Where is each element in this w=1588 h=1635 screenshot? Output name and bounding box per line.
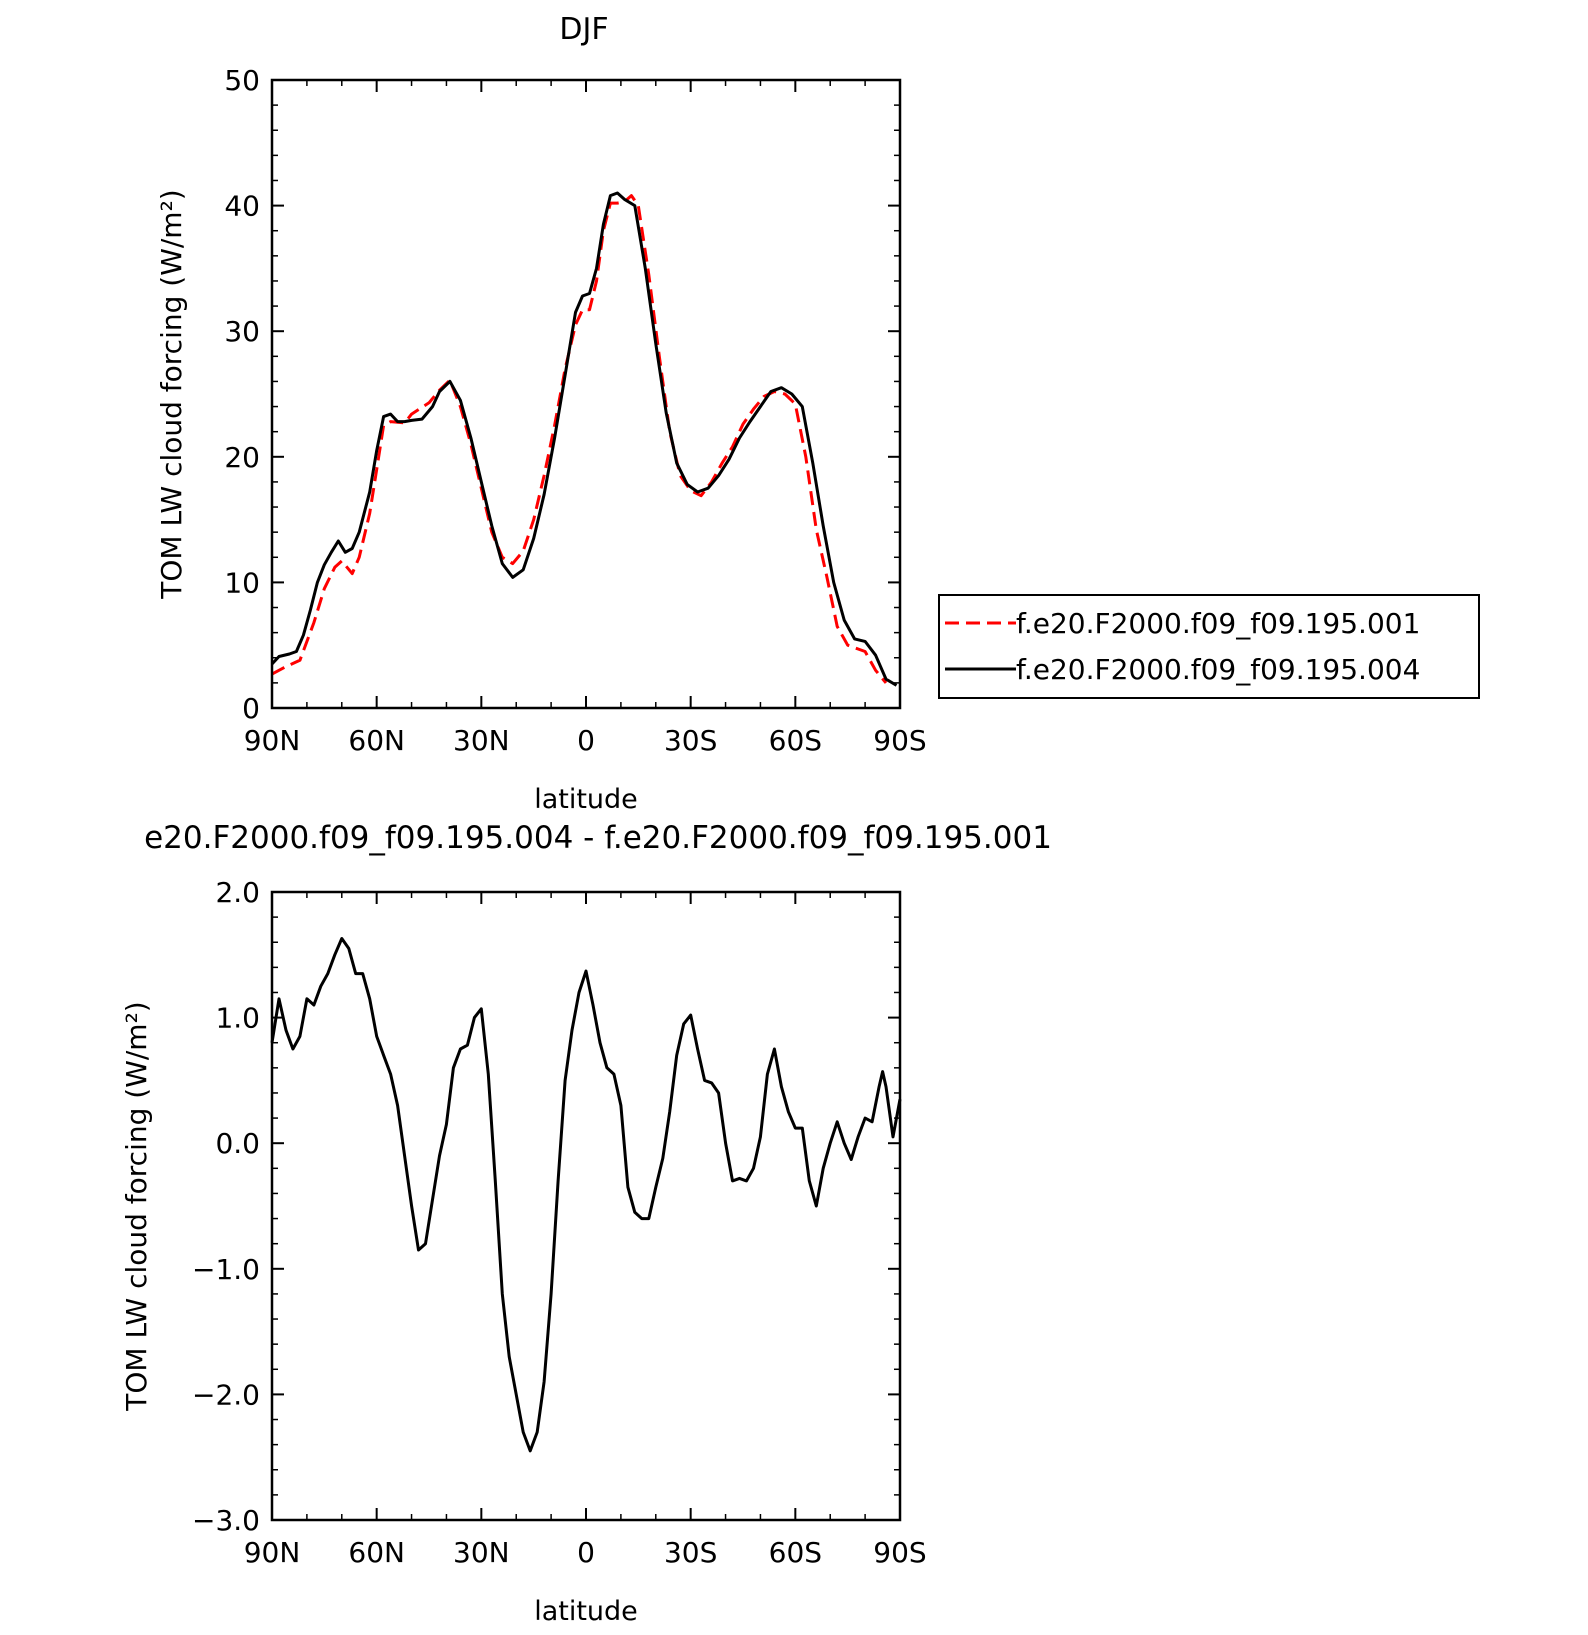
x-tick-label: 30S [664, 724, 717, 757]
x-tick-label: 60S [769, 1536, 822, 1569]
y-tick-label: 50 [224, 64, 260, 97]
x-tick-label: 90S [873, 724, 926, 757]
legend-label-1: f.e20.F2000.f09_f09.195.001 [1016, 607, 1420, 640]
x-tick-label: 0 [577, 1536, 595, 1569]
bottom-title: e20.F2000.f09_f09.195.004 - f.e20.F2000.… [144, 820, 1052, 856]
x-tick-label: 30N [453, 724, 510, 757]
top-y-axis-label: TOM LW cloud forcing (W/m²) [155, 189, 188, 600]
x-tick-label: 90N [244, 1536, 301, 1569]
series-line-1 [271, 194, 888, 684]
series-line-2 [270, 191, 898, 687]
bottom-panel: e20.F2000.f09_f09.195.004 - f.e20.F2000.… [120, 820, 1052, 1627]
y-tick-label: 2.0 [215, 876, 260, 909]
x-tick-label: 60N [348, 724, 405, 757]
legend-box [938, 594, 1480, 699]
top-x-tick-labels: 90N 60N 30N 0 30S 60S 90S [244, 724, 927, 757]
bottom-x-tick-labels: 90N 60N 30N 0 30S 60S 90S [244, 1536, 927, 1569]
bottom-x-axis-label: latitude [534, 1596, 638, 1627]
legend-label-2: f.e20.F2000.f09_f09.195.004 [1016, 653, 1420, 686]
x-tick-label: 30S [664, 1536, 717, 1569]
bottom-plot-frame [270, 890, 902, 1522]
top-series [270, 191, 898, 687]
x-tick-label: 90N [244, 724, 301, 757]
x-tick-label: 30N [453, 1536, 510, 1569]
top-ticks [271, 79, 901, 709]
y-tick-label: 20 [224, 441, 260, 474]
y-tick-label: 0 [242, 692, 260, 725]
y-tick-label: −2.0 [192, 1378, 260, 1411]
y-tick-label: −1.0 [192, 1253, 260, 1286]
y-tick-label: −3.0 [192, 1504, 260, 1537]
x-tick-label: 0 [577, 724, 595, 757]
top-plot-frame [270, 78, 902, 710]
y-tick-label: 10 [224, 566, 260, 599]
y-tick-label: 1.0 [215, 1002, 260, 1035]
top-x-axis-label: latitude [534, 784, 638, 815]
x-tick-label: 60S [769, 724, 822, 757]
top-y-tick-labels: 0 10 20 30 40 50 [224, 64, 260, 725]
bottom-series [270, 937, 902, 1453]
legend: f.e20.F2000.f09_f09.195.001 f.e20.F2000.… [938, 594, 1480, 699]
y-tick-label: 0.0 [215, 1127, 260, 1160]
bottom-y-tick-labels: −3.0 −2.0 −1.0 0.0 1.0 2.0 [192, 876, 260, 1537]
x-tick-label: 90S [873, 1536, 926, 1569]
series-line-1 [270, 937, 902, 1453]
top-title: DJF [559, 12, 608, 47]
top-panel: DJF 0 10 20 30 40 50 90N 60N 30N 0 30S 60S 90S lati… [155, 12, 1480, 815]
x-tick-label: 60N [348, 1536, 405, 1569]
y-tick-label: 40 [224, 190, 260, 223]
bottom-y-axis-label: TOM LW cloud forcing (W/m²) [120, 1001, 153, 1412]
y-tick-label: 30 [224, 315, 260, 348]
